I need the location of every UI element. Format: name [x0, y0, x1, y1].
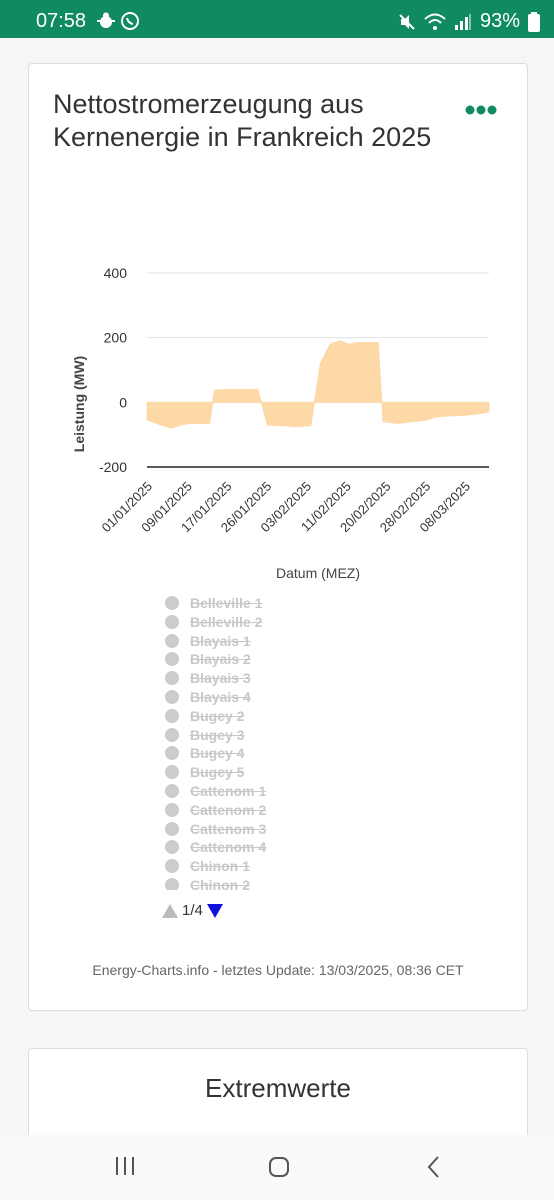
legend-item-label: Bugey 5 — [190, 764, 245, 781]
legend-dot-icon — [165, 689, 179, 704]
chart-card: Nettostromerzeugung aus Kernenergie in F… — [28, 63, 528, 1011]
back-icon[interactable] — [425, 1155, 443, 1179]
legend-item-label: Chinon 1 — [190, 858, 250, 875]
battery-percent: 93% — [479, 10, 520, 32]
legend-dot-icon — [165, 652, 179, 667]
legend-item-label: Cattenom 2 — [190, 801, 267, 818]
legend-item[interactable]: Belleville 1 — [164, 594, 364, 613]
legend-dot-icon — [165, 859, 179, 874]
legend-item-label: Bugey 2 — [190, 707, 245, 724]
status-bar: 07:58 93% — [0, 0, 554, 38]
credits[interactable]: Energy-Charts.info - letztes Update: 13/… — [92, 962, 464, 978]
legend-dot-icon — [165, 821, 179, 836]
signal-icon — [454, 13, 471, 30]
y-tick-label: -200 — [99, 459, 127, 475]
legend-item[interactable]: Bugey 2 — [164, 707, 364, 726]
legend-item-label: Blayais 4 — [190, 688, 251, 705]
legend-item[interactable]: Cattenom 3 — [164, 820, 364, 839]
legend-pager: 1/4 — [162, 902, 223, 919]
legend-prev-icon[interactable] — [162, 903, 178, 918]
home-icon[interactable] — [267, 1155, 291, 1179]
legend-dot-icon — [165, 671, 179, 686]
legend-item[interactable]: Chinon 1 — [164, 857, 364, 876]
legend-item-label: Bugey 3 — [190, 726, 245, 743]
legend-dot-icon — [165, 614, 179, 629]
battery-icon — [528, 11, 540, 32]
legend-item-label: Cattenom 3 — [190, 820, 267, 837]
legend-item[interactable]: Cattenom 1 — [164, 782, 364, 801]
legend: Belleville 1 Belleville 2 Blayais 1 Blayais… — [164, 594, 364, 890]
status-time: 07:58 — [36, 10, 87, 32]
recent-apps-icon[interactable] — [114, 1155, 136, 1177]
legend-dot-icon — [165, 840, 179, 855]
legend-dot-icon — [165, 633, 179, 648]
more-dots-icon[interactable] — [465, 102, 497, 120]
legend-dot-icon — [165, 765, 179, 780]
legend-item-label: Belleville 1 — [190, 595, 263, 611]
legend-item[interactable]: Blayais 4 — [164, 688, 364, 707]
legend-item-label: Cattenom 1 — [190, 782, 267, 799]
x-axis-label: Datum (MEZ) — [276, 565, 360, 581]
wifi-icon — [424, 13, 446, 30]
y-tick-label: 0 — [119, 394, 127, 410]
mute-icon — [399, 13, 415, 30]
legend-item[interactable]: Blayais 3 — [164, 669, 364, 688]
legend-item[interactable]: Bugey 5 — [164, 763, 364, 782]
legend-item-label: Blayais 3 — [190, 670, 251, 687]
legend-item[interactable]: Bugey 3 — [164, 726, 364, 745]
bug-icon — [97, 12, 115, 28]
legend-dot-icon — [165, 596, 179, 610]
legend-dot-icon — [165, 802, 179, 817]
legend-item-label: Bugey 4 — [190, 745, 245, 762]
legend-item-label: Cattenom 4 — [190, 839, 267, 856]
legend-dot-icon — [165, 783, 179, 798]
series-area — [146, 340, 490, 429]
legend-item-label: Chinon 2 — [190, 876, 250, 890]
legend-dot-icon — [165, 746, 179, 761]
legend-item[interactable]: Chinon 2 — [164, 876, 364, 890]
extremes-title: Extremwerte — [205, 1073, 351, 1103]
legend-dot-icon — [165, 708, 179, 723]
legend-dot-icon — [165, 877, 179, 890]
chart-title: Nettostromerzeugung aus Kernenergie in F… — [53, 89, 432, 152]
legend-item-label: Belleville 2 — [190, 613, 263, 630]
y-tick-label: 200 — [104, 330, 128, 346]
legend-page: 1/4 — [182, 902, 203, 919]
legend-next-icon[interactable] — [206, 903, 223, 918]
legend-item-label: Blayais 2 — [190, 651, 251, 668]
legend-item[interactable]: Cattenom 4 — [164, 838, 364, 857]
legend-item[interactable]: Blayais 2 — [164, 650, 364, 669]
legend-dot-icon — [165, 727, 179, 742]
whatsapp-icon — [121, 12, 140, 30]
legend-item[interactable]: Belleville 2 — [164, 613, 364, 632]
legend-item[interactable]: Cattenom 2 — [164, 801, 364, 820]
legend-item[interactable]: Bugey 4 — [164, 744, 364, 763]
legend-item-label: Blayais 1 — [190, 632, 251, 649]
nav-bar — [0, 1135, 554, 1200]
y-tick-label: 400 — [104, 265, 128, 281]
y-axis-label: Leistung (MW) — [71, 356, 87, 452]
legend-item[interactable]: Blayais 1 — [164, 632, 364, 651]
